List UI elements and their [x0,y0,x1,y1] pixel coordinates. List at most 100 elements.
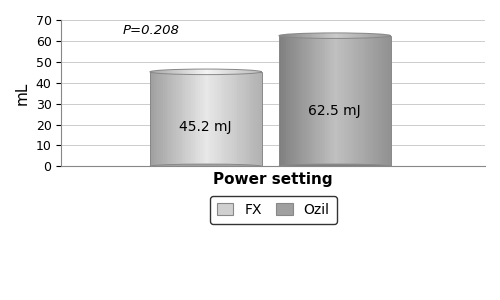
Bar [182,69,184,74]
Bar [246,72,248,166]
Bar [248,70,250,74]
Bar [326,33,328,38]
Bar [206,69,208,75]
Bar [333,33,335,38]
Bar [206,72,208,166]
Bar [185,72,187,166]
Bar [364,33,366,38]
Bar [245,72,246,166]
Bar [158,70,159,73]
Bar [354,33,356,38]
Bar [279,36,281,166]
Bar [310,33,312,38]
Bar [385,36,387,166]
Bar [359,36,361,166]
Bar [378,36,380,166]
Bar [352,33,354,38]
Bar [239,70,241,74]
Bar [260,72,262,166]
Bar [331,33,333,38]
Bar [236,70,238,74]
Bar [378,34,380,38]
Bar [294,36,296,166]
Bar [320,33,322,38]
Bar [166,72,168,166]
Bar [305,33,307,38]
Bar [178,72,180,166]
Bar [335,36,336,166]
Bar [158,72,159,166]
Bar [194,72,196,166]
Bar [172,72,174,166]
Bar [328,33,329,38]
Bar [196,72,198,166]
Bar [279,36,390,166]
Bar [279,35,281,36]
Bar [322,33,324,38]
Bar [383,36,385,166]
Bar [292,36,294,166]
Bar [250,70,252,74]
Bar [372,36,374,166]
Bar [238,70,239,74]
Bar [156,70,158,73]
Bar [156,72,158,166]
Bar [154,71,156,73]
Bar [191,69,192,74]
Bar [376,36,378,166]
Bar [168,72,170,166]
Bar [389,36,390,166]
Bar [308,36,310,166]
Bar [187,69,189,74]
Bar [357,33,359,38]
Bar [336,33,338,38]
Bar [219,69,220,74]
Bar [370,36,372,166]
Bar [342,36,344,166]
Bar [314,33,316,38]
Bar [352,36,354,166]
Bar [338,33,340,38]
Bar [346,33,348,38]
Text: P=0.208: P=0.208 [123,24,180,37]
Bar [212,72,213,166]
Bar [316,36,318,166]
Bar [159,72,161,166]
Ellipse shape [150,164,262,169]
Bar [220,69,222,74]
Bar [336,36,338,166]
Bar [340,33,342,38]
Bar [189,69,191,74]
Bar [200,72,202,166]
Bar [368,34,370,38]
Bar [294,34,296,38]
Bar [320,36,322,166]
Bar [176,72,178,166]
Bar [174,70,176,74]
Bar [361,36,362,166]
Bar [303,36,305,166]
Bar [187,72,189,166]
Bar [256,71,258,73]
Bar [307,36,308,166]
Bar [163,70,165,74]
Bar [286,36,288,166]
Bar [196,69,198,75]
Bar [376,34,378,38]
Bar [322,36,324,166]
Bar [324,33,326,38]
Bar [300,34,302,38]
Bar [318,33,320,38]
Bar [170,70,172,74]
Bar [348,33,350,38]
Bar [329,36,331,166]
Bar [308,33,310,38]
Bar [246,70,248,74]
Bar [176,70,178,74]
Bar [338,36,340,166]
Bar [284,34,286,37]
Bar [346,36,348,166]
Bar [281,36,282,166]
Bar [357,36,359,166]
Bar [387,35,389,37]
